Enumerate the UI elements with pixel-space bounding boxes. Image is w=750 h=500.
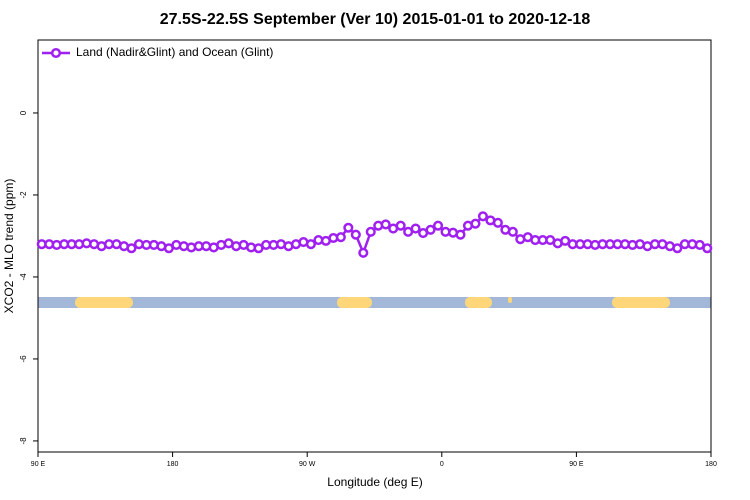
x-tick-label: 180 [167,461,179,468]
point [358,247,369,258]
point [477,211,488,222]
point [380,219,391,230]
x-tick-label: 0 [440,461,444,468]
point [433,220,444,231]
y-tick-label: -6 [19,355,28,363]
point [350,229,361,240]
point [507,226,518,237]
y-tick-label: -2 [19,191,28,199]
y-tick-label: 0 [19,110,28,115]
x-tick-label: 90 E [31,461,46,468]
point [126,243,137,254]
point [702,243,713,254]
y-tick-label: -4 [19,273,28,281]
point [335,232,346,243]
land-segment [612,297,670,308]
point [672,243,683,254]
point [425,224,436,235]
point [365,226,376,237]
point [410,223,421,234]
x-tick-label: 180 [705,461,717,468]
legend-label: Land (Nadir&Glint) and Ocean (Glint) [76,45,273,59]
x-axis-label: Longitude (deg E) [327,475,422,489]
land-segment [75,297,133,308]
x-tick-label: 90 E [569,461,584,468]
chart-title: 27.5S-22.5S September (Ver 10) 2015-01-0… [160,11,591,28]
point [492,217,503,228]
y-axis-label: XCO2 - MLO trend (ppm) [2,179,16,314]
ocean-band [38,297,711,308]
land-segment [508,297,512,303]
point [455,229,466,240]
legend-marker [50,47,62,59]
y-tick-label: -8 [19,437,28,445]
point [470,218,481,229]
land-ocean-band [38,297,711,308]
land-segment [465,297,492,308]
point [305,239,316,250]
x-tick-label: 90 W [299,461,316,468]
point [395,220,406,231]
land-segment [337,297,372,308]
point [343,222,354,233]
